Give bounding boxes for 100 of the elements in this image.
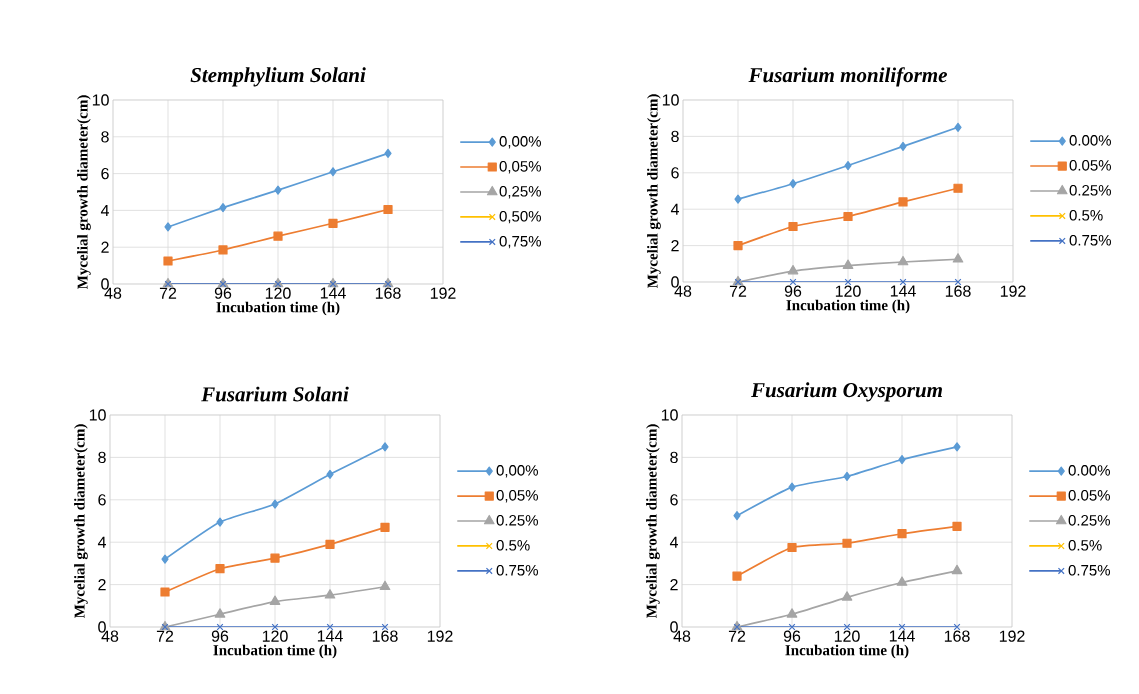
point	[952, 253, 964, 263]
point	[896, 576, 908, 586]
point	[214, 608, 226, 618]
point	[326, 469, 334, 479]
y-tick-label: 6	[98, 494, 106, 506]
point	[384, 148, 392, 158]
point	[843, 211, 853, 222]
chart-title: Fusarium Solani	[201, 386, 349, 402]
legend-label: 0.75%	[1068, 564, 1111, 576]
point	[163, 256, 173, 266]
y-tick-label: 2	[671, 240, 679, 252]
x-axis-title: Incubation time (h)	[216, 301, 340, 316]
point	[328, 218, 338, 228]
legend-label: 0.25%	[1068, 515, 1111, 526]
chart-title: Stemphylium Solani	[190, 67, 366, 87]
point	[274, 185, 282, 195]
point	[788, 482, 796, 492]
x-tick-label: 120	[265, 287, 291, 299]
point	[216, 517, 224, 527]
x-tick-label: 192	[427, 630, 453, 642]
point	[325, 539, 335, 549]
point	[787, 264, 799, 275]
legend-label: 0.25%	[496, 515, 539, 526]
x-tick-label: 96	[211, 630, 229, 642]
point	[215, 564, 225, 574]
y-tick-label: 2	[101, 241, 109, 253]
x-tick-label: 72	[728, 630, 746, 642]
chart-title: Fusarium Oxysporum	[751, 382, 942, 402]
point	[379, 580, 391, 591]
legend-label: 0.00%	[1069, 135, 1112, 146]
y-tick-label: 8	[98, 451, 106, 464]
x-tick-label: 144	[889, 630, 915, 642]
x-tick-label: 144	[317, 630, 343, 642]
legend-label: 0,25%	[499, 186, 542, 199]
point	[160, 587, 170, 597]
y-tick-label: 10	[89, 409, 106, 421]
y-tick-label: 2	[670, 579, 678, 591]
y-tick-label: 6	[101, 167, 109, 180]
point	[842, 259, 854, 269]
chart-title: Fusarium moniliforme	[748, 67, 948, 87]
point	[273, 231, 283, 241]
point	[842, 538, 852, 548]
point	[734, 194, 742, 204]
legend-label: 0.05%	[1068, 490, 1111, 501]
x-axis-title: Incubation time (h)	[786, 299, 910, 314]
point	[269, 595, 281, 605]
point	[897, 529, 907, 539]
x-axis-title: Incubation time (h)	[213, 644, 337, 659]
point	[953, 442, 961, 452]
legend-label: 0.00%	[1068, 465, 1111, 476]
x-tick-label: 168	[375, 287, 401, 299]
y-tick-label: 4	[100, 204, 109, 216]
point	[786, 608, 798, 618]
y-axis-title: Mycelial growth diameter(cm)	[647, 94, 661, 289]
x-tick-label: 120	[834, 630, 860, 642]
x-tick-label: 192	[999, 630, 1025, 642]
y-tick-label: 8	[670, 451, 678, 464]
point	[164, 222, 172, 232]
y-axis-title: Mycelial growth diameter(cm)	[77, 95, 91, 290]
point	[733, 241, 743, 251]
point	[161, 554, 169, 564]
y-tick-label: 6	[670, 494, 678, 506]
y-axis-title: Mycelial growth diameter(cm)	[646, 424, 660, 619]
point	[218, 245, 228, 255]
point	[788, 221, 798, 232]
y-tick-label: 10	[92, 94, 109, 106]
legend-label: 0.75%	[496, 564, 539, 576]
x-tick-label: 192	[430, 287, 456, 299]
point	[789, 179, 797, 189]
point	[733, 511, 741, 521]
point	[898, 197, 908, 207]
legend-label: 0.5%	[1068, 539, 1102, 551]
point	[270, 553, 280, 563]
y-tick-label: 10	[662, 94, 679, 106]
point	[899, 141, 907, 152]
x-tick-label: 120	[835, 285, 861, 297]
legend-label: 0,75%	[499, 235, 542, 249]
x-tick-label: 72	[159, 287, 177, 299]
x-tick-label: 96	[214, 287, 232, 299]
x-tick-label: 168	[944, 630, 970, 642]
point	[844, 160, 852, 171]
point	[732, 571, 742, 581]
point	[324, 589, 336, 599]
x-tick-label: 144	[890, 285, 916, 297]
point	[380, 522, 390, 532]
point	[953, 183, 963, 193]
legend-label: 0.5%	[1069, 209, 1103, 221]
y-axis-title: Mycelial growth diameter(cm)	[74, 424, 88, 619]
x-tick-label: 72	[729, 285, 747, 297]
x-tick-label: 168	[372, 630, 398, 642]
point	[954, 122, 962, 132]
x-tick-label: 192	[1000, 285, 1026, 297]
point	[898, 454, 906, 465]
y-tick-label: 4	[97, 536, 106, 548]
legend-label: 0.05%	[1069, 160, 1112, 171]
point	[787, 542, 797, 553]
point	[952, 521, 962, 531]
legend-label: 0,00%	[499, 136, 542, 149]
point	[271, 499, 279, 509]
y-tick-label: 4	[669, 536, 678, 548]
